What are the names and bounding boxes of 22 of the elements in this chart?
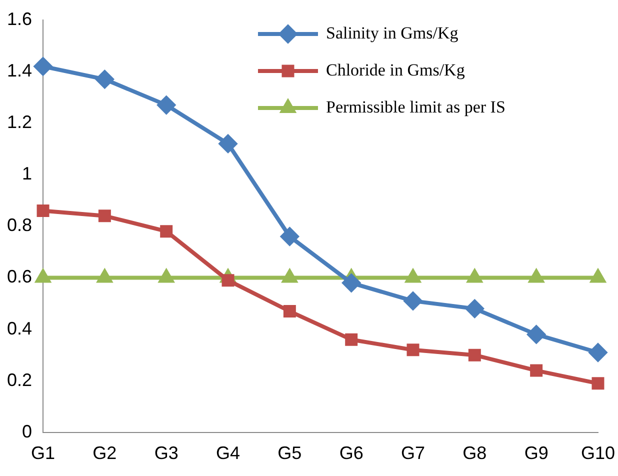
y-tick-label: 1.4	[6, 60, 32, 81]
y-tick-label: 1.2	[6, 112, 32, 132]
x-tick-label: G8	[462, 443, 487, 464]
x-tick-label: G1	[31, 443, 56, 464]
x-tick-label: G3	[154, 443, 178, 464]
y-tick-label: 0.8	[6, 215, 32, 236]
y-tick-label: 0.2	[6, 370, 32, 390]
x-tick-label: G5	[278, 443, 302, 464]
y-tick-label: 0	[22, 421, 32, 442]
y-tick-label: 0.6	[6, 266, 32, 287]
y-tick-label: 1.6	[6, 8, 32, 29]
x-tick-label: G4	[216, 443, 240, 464]
legend-label: Salinity in Gms/Kg	[326, 23, 459, 42]
legend-label: Chloride in Gms/Kg	[326, 60, 466, 80]
x-tick-label: G6	[339, 443, 364, 464]
x-tick-label: G9	[524, 443, 548, 464]
y-tick-label: 0.4	[6, 318, 32, 338]
legend-label: Permissible limit as per IS	[326, 97, 506, 116]
x-tick-label: G10	[580, 443, 616, 464]
y-tick-label: 1	[22, 164, 32, 184]
x-tick-label: G2	[92, 443, 117, 464]
x-tick-label: G7	[400, 443, 426, 464]
